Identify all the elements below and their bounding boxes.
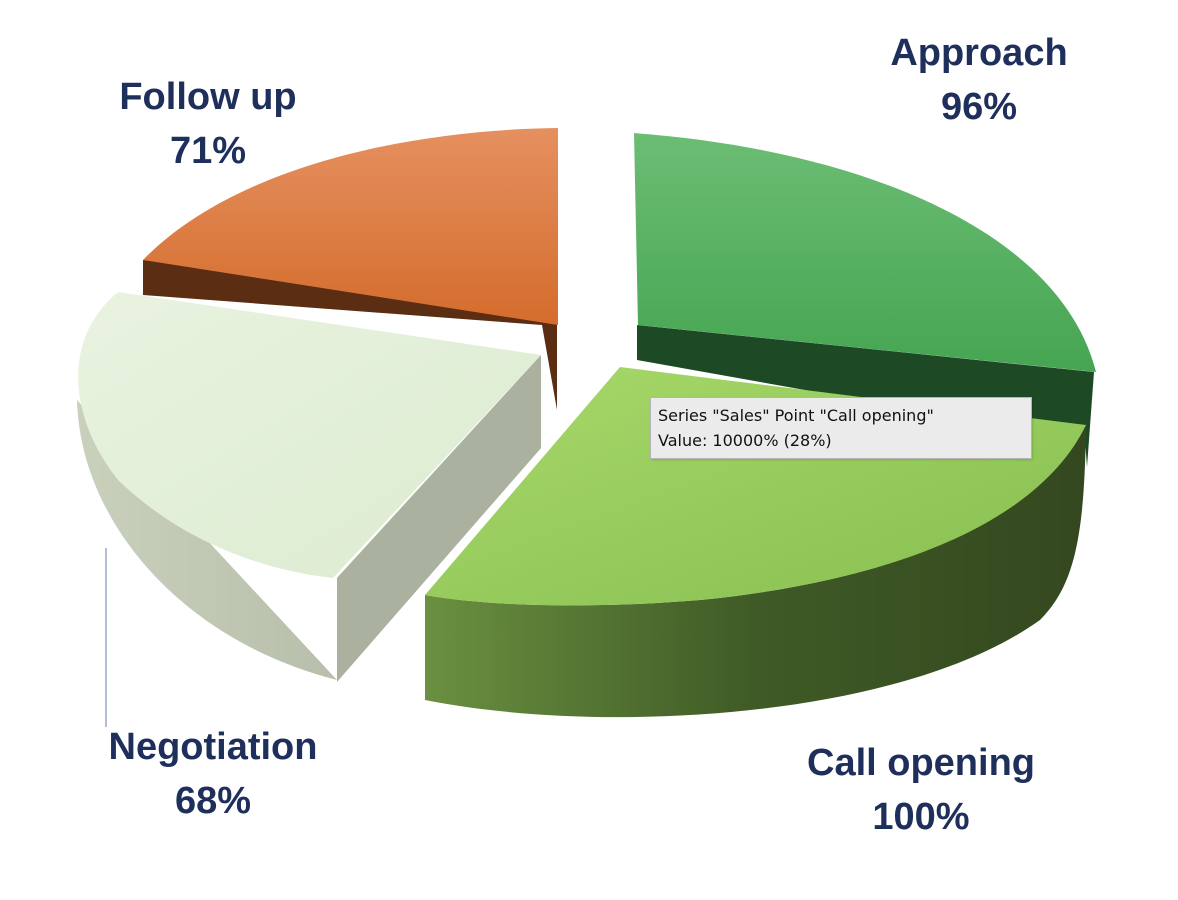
label-negotiation-name: Negotiation <box>108 726 318 768</box>
label-call-opening-name: Call opening <box>807 742 1035 784</box>
label-call-opening-value: 100% <box>872 796 970 838</box>
label-follow-up-value: 71% <box>169 130 247 172</box>
tooltip-series-point: Series "Sales" Point "Call opening" <box>658 406 934 425</box>
label-approach: Approach 96% <box>870 26 1088 134</box>
data-point-tooltip: Series "Sales" Point "Call opening" Valu… <box>650 397 1032 459</box>
slice-follow-up[interactable] <box>143 128 558 410</box>
label-negotiation: Negotiation 68% <box>88 720 338 828</box>
slice-negotiation-top <box>78 292 542 578</box>
label-approach-name: Approach <box>890 32 1068 74</box>
label-follow-up-name: Follow up <box>119 76 297 118</box>
slice-negotiation-side-front <box>337 355 541 682</box>
slice-negotiation[interactable] <box>77 292 542 682</box>
slice-negotiation-side <box>77 355 541 680</box>
label-negotiation-value: 68% <box>174 780 252 822</box>
slice-call-opening-side <box>425 420 1086 718</box>
tooltip-value: Value: 10000% (28%) <box>658 431 832 450</box>
slice-approach-side <box>637 325 1094 467</box>
label-call-opening: Call opening 100% <box>790 736 1052 844</box>
slice-follow-up-top <box>143 128 558 325</box>
slice-approach[interactable] <box>634 133 1096 467</box>
label-approach-value: 96% <box>940 86 1018 128</box>
label-follow-up: Follow up 71% <box>100 70 316 178</box>
slice-approach-top <box>634 133 1096 372</box>
